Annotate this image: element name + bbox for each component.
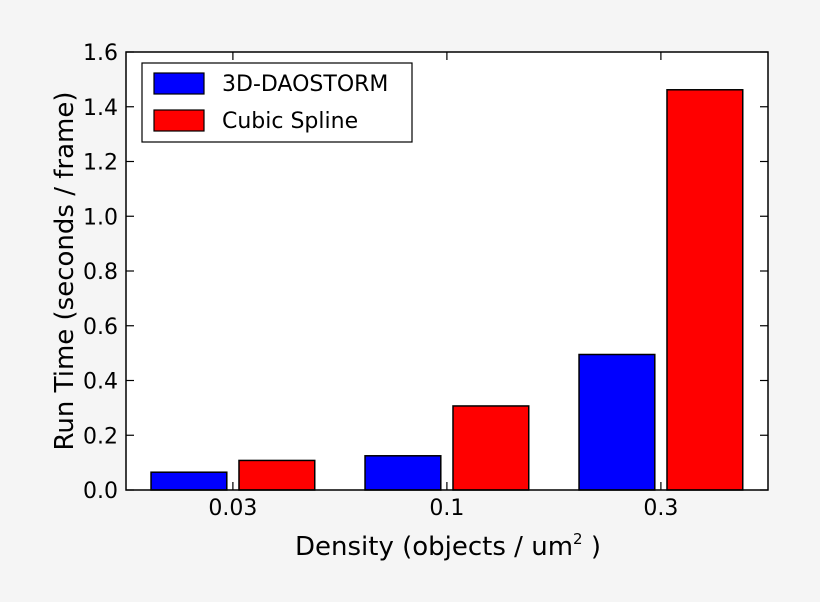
x-axis-label-superscript: 2 [573,530,583,548]
bars-group [150,89,744,491]
x-tick-label: 0.1 [429,496,464,521]
legend: 3D-DAOSTORM Cubic Spline [141,62,413,143]
legend-swatch-cubic-spline [153,109,205,132]
x-axis: 0.03 0.1 0.3 [208,52,678,521]
y-axis: 0.0 0.2 0.4 0.6 0.8 1.0 1.2 1.4 1.6 [83,41,768,504]
legend-label-3d-daostorm: 3D-DAOSTORM [222,72,388,97]
bar-cubic-spline-0.1 [452,405,530,491]
y-tick-label: 0.2 [83,424,118,449]
bar-3d-daostorm-0.1 [364,455,442,491]
y-axis-label: Run Time (seconds / frame) [50,92,80,451]
x-axis-label-suffix: ) [583,532,601,562]
legend-label-cubic-spline: Cubic Spline [222,109,358,134]
y-tick-label: 1.4 [83,96,118,121]
y-tick-label: 1.2 [83,151,118,176]
y-tick-label: 0.6 [83,315,118,340]
y-tick-label: 0.0 [83,479,118,504]
y-tick-label: 1.0 [83,205,118,230]
x-axis-label: Density (objects / um2 ) [295,530,601,562]
y-tick-label: 1.6 [83,41,118,66]
legend-swatch-3d-daostorm [153,72,205,95]
x-tick-label: 0.03 [208,496,257,521]
y-tick-label: 0.4 [83,370,118,395]
x-axis-label-main: Density (objects / um [295,532,573,562]
y-tick-label: 0.8 [83,260,118,285]
x-tick-label: 0.3 [643,496,678,521]
bar-3d-daostorm-0.3 [578,353,656,491]
bar-cubic-spline-0.3 [666,89,744,491]
bar-3d-daostorm-0.03 [150,471,228,491]
bar-cubic-spline-0.03 [238,459,316,491]
